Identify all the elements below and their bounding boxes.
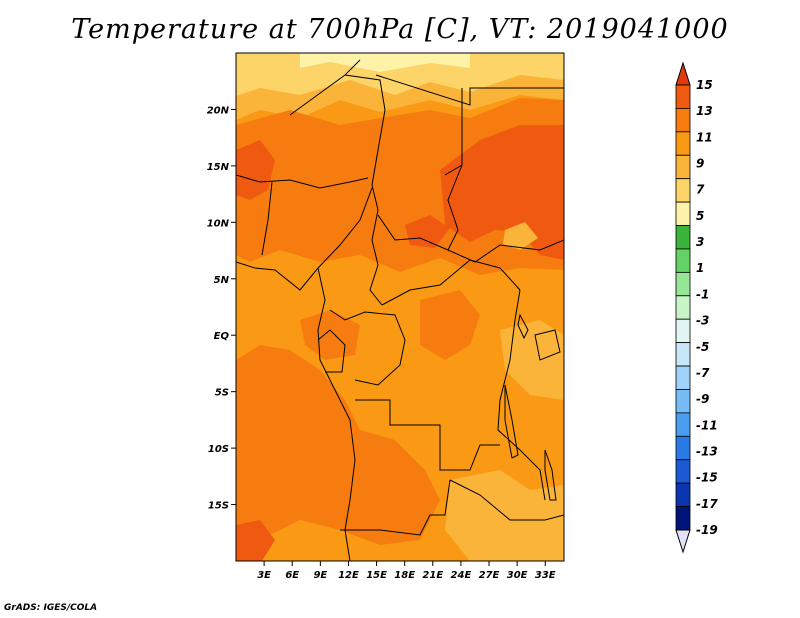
field-zone-13-southwest — [236, 520, 275, 561]
lon-tick-label: 21E — [422, 570, 443, 581]
colorbar-label: -17 — [696, 497, 718, 511]
border-niger-south — [236, 174, 369, 189]
colorbar-label: 7 — [696, 183, 705, 197]
colorbar-swatch — [675, 154, 691, 180]
colorbar-label: 3 — [696, 235, 704, 249]
colorbar-swatch — [675, 412, 691, 437]
border-chad-west — [371, 109, 386, 211]
border-gabon — [317, 329, 346, 373]
border-nigeria-west — [261, 181, 273, 256]
colorbar-swatch — [675, 482, 691, 507]
colorbar-swatch — [675, 131, 691, 156]
colorbar-swatch — [675, 178, 691, 203]
map-frame — [235, 52, 565, 562]
field-zone-13-west — [236, 140, 275, 200]
border-congo — [329, 309, 406, 386]
colorbar-swatch — [675, 225, 691, 250]
field-zone-13-sudan — [440, 125, 564, 260]
colorbar-swatch — [675, 271, 691, 297]
colorbar-swatch — [675, 506, 691, 531]
lon-tick-label: 12E — [338, 570, 359, 581]
colorbar-swatch — [675, 389, 691, 414]
lat-tick-label: 10S — [208, 444, 229, 455]
lat-tick-label: EQ — [214, 331, 230, 342]
field-zone-11-south — [236, 345, 440, 545]
border-drc-east — [497, 289, 546, 501]
lon-tick-label: 30E — [507, 570, 528, 581]
colorbar-swatch — [675, 318, 691, 344]
colorbar-label: -1 — [696, 287, 709, 301]
lake-malawi — [544, 449, 557, 501]
border-cameroon — [369, 209, 383, 306]
border-libya — [375, 74, 564, 106]
coast-gulf-of-guinea — [236, 261, 319, 291]
chart-title: Temperature at 700hPa [C], VT: 201904100… — [71, 14, 729, 45]
lake-albert — [517, 313, 529, 340]
colorbar-label: -5 — [696, 340, 709, 354]
field-zone-7-east — [500, 320, 564, 400]
colorbar-swatch — [675, 201, 691, 226]
field-zone-13-central — [405, 215, 450, 248]
colorbar-swatch — [675, 248, 691, 273]
lon-tick-label: 33E — [535, 570, 556, 581]
colorbar-label: 9 — [696, 157, 704, 171]
border-nigeria-east — [317, 187, 373, 269]
border-south-sudan — [447, 239, 564, 263]
colorbar-label: -13 — [696, 444, 718, 458]
colorbar-label: 15 — [696, 78, 713, 92]
lon-tick-label: 9E — [313, 570, 327, 581]
grads-credit: GrADS: IGES/COLA — [4, 603, 98, 613]
colorbar-swatch — [675, 365, 691, 390]
lon-tick-label: 24E — [451, 570, 472, 581]
colorbar-swatch — [675, 435, 691, 461]
colorbar-swatch — [675, 295, 691, 320]
colorbar-top-arrow — [675, 61, 691, 86]
colorbar-label: 5 — [696, 209, 704, 223]
lake-victoria — [534, 329, 561, 361]
border-car-south — [381, 259, 521, 306]
temperature-field — [236, 53, 564, 561]
colorbar-label: -9 — [696, 392, 709, 406]
latitude-axis: 20N 15N 10N 5N EQ 5S 10S 15S — [207, 105, 236, 512]
country-borders — [236, 59, 564, 561]
colorbar-label: 1 — [696, 261, 704, 275]
lon-tick-label: 6E — [285, 570, 299, 581]
lat-tick-label: 20N — [207, 105, 230, 116]
lon-tick-label: 27E — [479, 570, 500, 581]
lon-tick-label: 3E — [257, 570, 271, 581]
border-angola-south — [340, 479, 451, 536]
lat-tick-label: 15S — [208, 501, 229, 512]
lake-tanganyika — [504, 384, 519, 459]
lat-tick-label: 15N — [207, 162, 230, 173]
lat-tick-label: 5N — [214, 275, 230, 286]
field-zone-7-sudan — [503, 222, 538, 250]
colorbar: 15 13 11 9 7 5 3 1 -1 -3 -5 -7 -9 -11 -13 -15 -17 -19 — [675, 61, 718, 554]
longitude-axis: 3E 6E 9E 12E 15E 18E 21E 24E 27E 30E 33E — [257, 561, 556, 581]
border-chad-east — [447, 164, 463, 251]
colorbar-label: -15 — [696, 471, 718, 485]
border-zambia — [449, 479, 564, 521]
lat-tick-label: 10N — [207, 218, 230, 229]
colorbar-label: -3 — [696, 314, 709, 328]
coast-west — [317, 267, 356, 561]
lon-tick-label: 18E — [394, 570, 415, 581]
colorbar-bottom-arrow — [675, 529, 691, 554]
lat-tick-label: 5S — [215, 388, 229, 399]
colorbar-label: -7 — [696, 366, 710, 380]
field-zone-11-congo — [420, 290, 480, 360]
border-drc-south — [355, 399, 500, 471]
colorbar-swatch — [675, 84, 691, 109]
field-zone-3-north — [300, 53, 470, 72]
colorbar-label: -11 — [696, 418, 718, 432]
border-sahara-2 — [344, 74, 386, 111]
colorbar-swatch — [675, 108, 691, 133]
colorbar-swatch — [675, 342, 691, 367]
lon-tick-label: 15E — [366, 570, 387, 581]
colorbar-label: 13 — [696, 104, 713, 118]
colorbar-label: 11 — [696, 130, 713, 144]
colorbar-label: -19 — [696, 523, 718, 537]
colorbar-swatch — [675, 459, 691, 484]
border-chad-south — [377, 214, 449, 251]
